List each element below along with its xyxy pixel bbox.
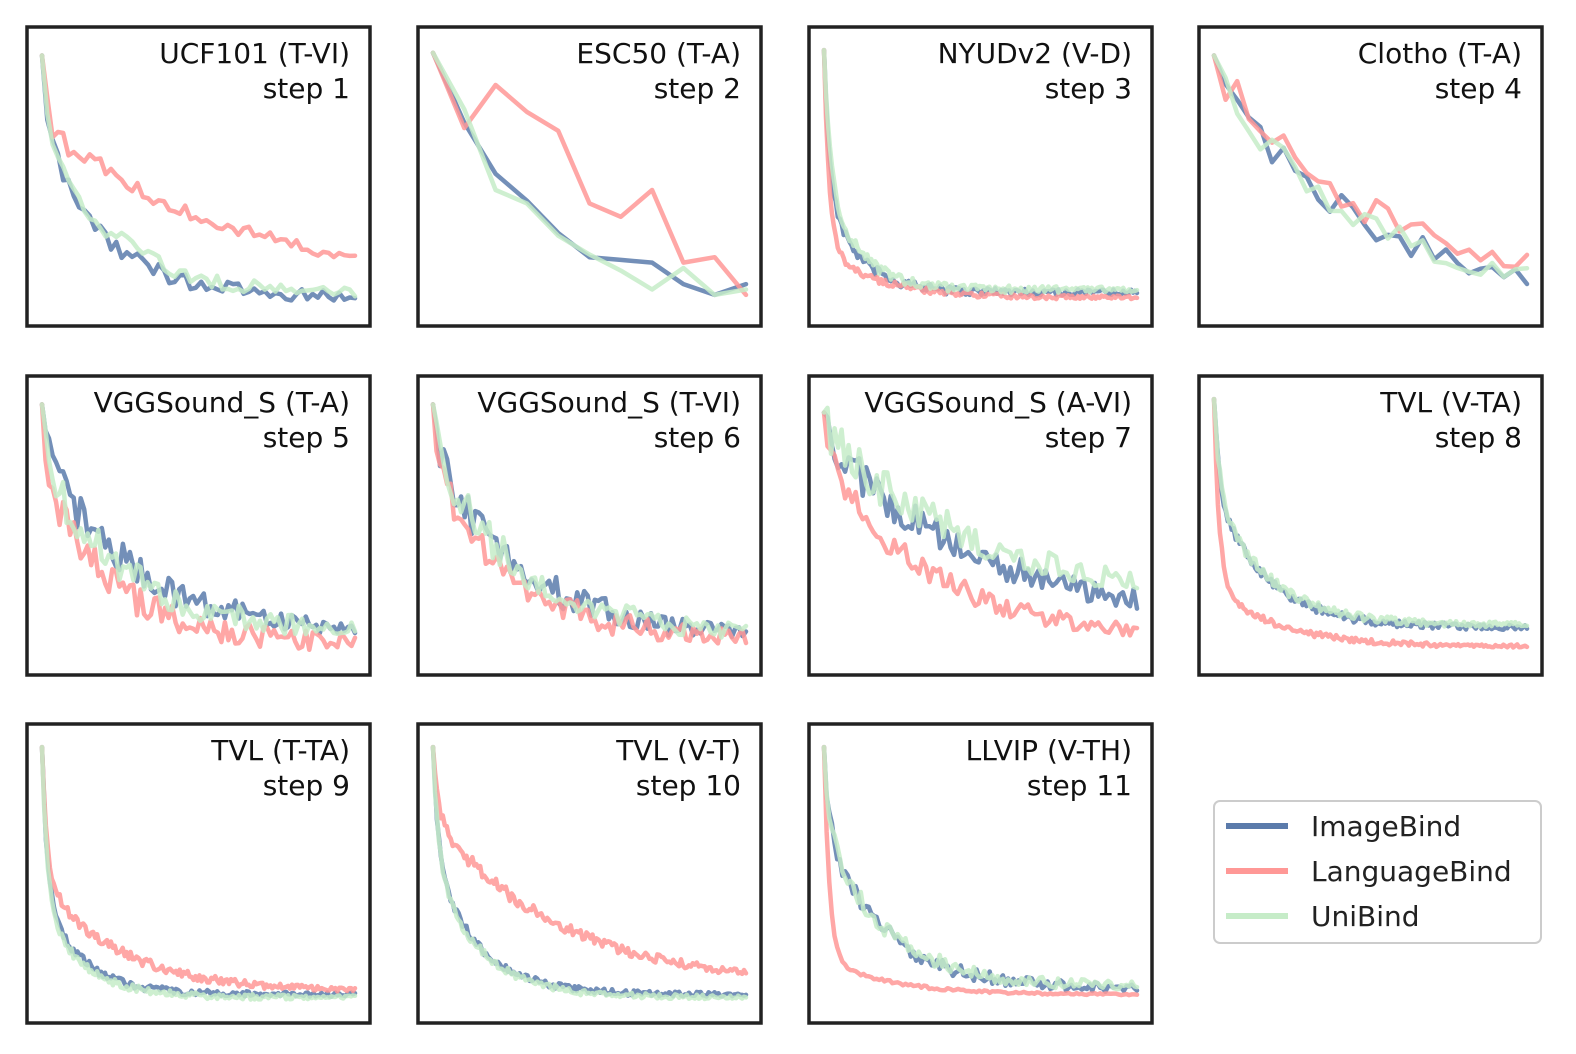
series-line-languagebind — [1211, 53, 1530, 270]
panel-nyudv2-v-d: NYUDv2 (V-D)step 3 — [807, 25, 1154, 328]
panel-background — [1199, 27, 1542, 326]
panel-tvl-t-ta: TVL (T-TA)step 9 — [25, 722, 372, 1025]
panel-step-label: step 7 — [1045, 421, 1132, 454]
panel-step-label: step 10 — [636, 769, 741, 802]
panel-step-label: step 4 — [1435, 72, 1522, 105]
panel-step-label: step 11 — [1027, 769, 1132, 802]
panel-frame — [25, 374, 372, 677]
panel-title: UCF101 (T-VI) — [159, 37, 350, 70]
series-line-imagebind — [430, 50, 749, 298]
series-line-unibind — [821, 744, 1140, 992]
panel-step-label: step 3 — [1045, 72, 1132, 105]
panel-title: VGGSound_S (T-A) — [94, 386, 350, 419]
panel-frame — [1197, 374, 1544, 677]
legend-item-imagebind: ImageBind — [1226, 810, 1461, 843]
panel-step-label: step 8 — [1435, 421, 1522, 454]
series-line-languagebind — [821, 410, 1140, 638]
panel-background — [418, 724, 761, 1023]
panel-step-label: step 5 — [263, 421, 350, 454]
panel-frame — [25, 25, 372, 328]
panel-frame — [807, 374, 1154, 677]
legend-item-unibind: UniBind — [1226, 900, 1420, 933]
series-line-unibind — [1211, 396, 1530, 630]
series-line-languagebind — [39, 402, 358, 653]
legend-label: LanguageBind — [1311, 855, 1512, 888]
series-line-unibind — [430, 402, 749, 640]
panel-frame — [1197, 25, 1544, 328]
series-line-unibind — [821, 47, 1140, 296]
series-line-languagebind — [39, 53, 358, 260]
panel-background — [418, 27, 761, 326]
panel-step-label: step 9 — [263, 769, 350, 802]
series-line-languagebind — [39, 744, 358, 994]
panel-title: TVL (V-TA) — [1379, 386, 1522, 419]
series-line-languagebind — [430, 744, 749, 977]
panel-frame — [416, 374, 763, 677]
panel-frame — [807, 25, 1154, 328]
panel-step-label: step 6 — [654, 421, 741, 454]
legend: ImageBind LanguageBind UniBind — [1213, 800, 1542, 944]
legend-item-languagebind: LanguageBind — [1226, 855, 1512, 888]
panel-frame — [416, 722, 763, 1025]
panel-frame — [807, 722, 1154, 1025]
panel-clotho-t-a: Clotho (T-A)step 4 — [1197, 25, 1544, 328]
series-line-languagebind — [1211, 396, 1530, 650]
panel-frame — [416, 25, 763, 328]
legend-label: ImageBind — [1311, 810, 1461, 843]
series-line-unibind — [39, 744, 358, 1002]
panel-tvl-v-t: TVL (V-T)step 10 — [416, 722, 763, 1025]
series-line-languagebind — [821, 47, 1140, 302]
panel-vggsound-s-t-vi: VGGSound_S (T-VI)step 6 — [416, 374, 763, 677]
panel-background — [809, 724, 1152, 1023]
panel-step-label: step 2 — [654, 72, 741, 105]
panel-title: VGGSound_S (T-VI) — [477, 386, 741, 419]
panel-llvip-v-th: LLVIP (V-TH)step 11 — [807, 722, 1154, 1025]
panel-title: LLVIP (V-TH) — [966, 734, 1132, 767]
panel-title: TVL (V-T) — [615, 734, 741, 767]
panel-step-label: step 1 — [263, 72, 350, 105]
panel-esc50-t-a: ESC50 (T-A)step 2 — [416, 25, 763, 328]
panel-title: Clotho (T-A) — [1358, 37, 1522, 70]
panel-title: NYUDv2 (V-D) — [938, 37, 1132, 70]
panel-title: VGGSound_S (A-VI) — [864, 386, 1132, 419]
series-line-languagebind — [430, 402, 749, 646]
series-line-unibind — [1211, 53, 1530, 280]
panel-title: ESC50 (T-A) — [576, 37, 741, 70]
panel-vggsound-s-t-a: VGGSound_S (T-A)step 5 — [25, 374, 372, 677]
legend-label: UniBind — [1311, 900, 1420, 933]
series-line-unibind — [821, 405, 1140, 591]
series-line-languagebind — [821, 744, 1140, 998]
panel-title: TVL (T-TA) — [210, 734, 350, 767]
series-line-unibind — [39, 53, 358, 299]
series-line-unibind — [39, 402, 358, 637]
panel-vggsound-s-a-vi: VGGSound_S (A-VI)step 7 — [807, 374, 1154, 677]
legend-frame — [1213, 800, 1542, 944]
panel-frame — [25, 722, 372, 1025]
series-line-languagebind — [430, 50, 749, 298]
panel-background — [27, 724, 370, 1023]
series-line-unibind — [430, 50, 749, 298]
panel-tvl-v-ta: TVL (V-TA)step 8 — [1197, 374, 1544, 677]
series-line-unibind — [430, 744, 749, 1002]
panel-ucf101-t-vi: UCF101 (T-VI)step 1 — [25, 25, 372, 328]
